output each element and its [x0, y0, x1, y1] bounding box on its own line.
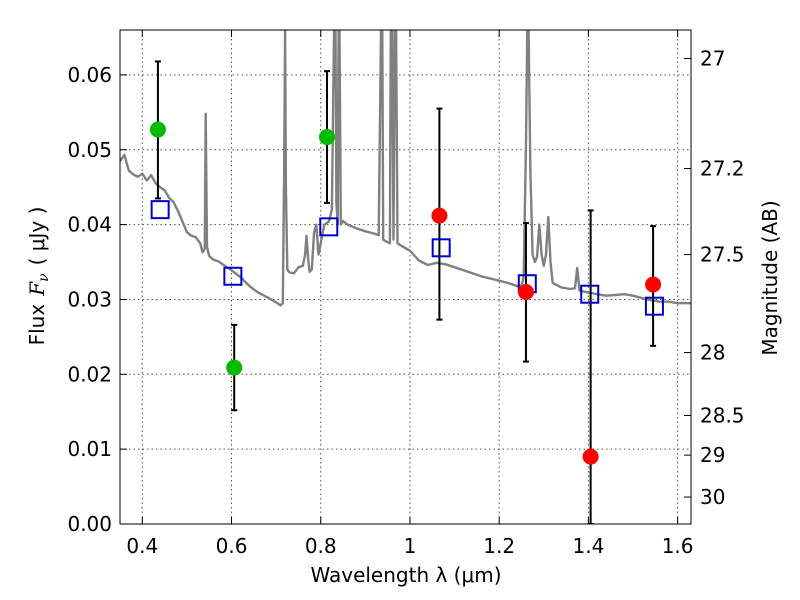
- observed-flux-point: [582, 448, 599, 465]
- model-spectrum-layer: [120, 30, 691, 307]
- grid-lines: [120, 30, 691, 525]
- y-axis-label-prefix: Flux: [25, 304, 49, 346]
- y2-tick-label: 27.5: [700, 243, 745, 267]
- data-points-layer: [149, 60, 664, 524]
- y2-tick-label: 27: [700, 46, 725, 70]
- x-axis-label: Wavelength λ (μm): [310, 563, 501, 587]
- y2-axis-label: Magnitude (AB): [758, 200, 782, 355]
- y-tick-label: 0.01: [67, 437, 112, 461]
- model-photometry-square: [580, 284, 600, 304]
- y-axis-label-subscript: ν: [36, 273, 52, 282]
- y2-tick-label: 29: [700, 443, 725, 467]
- model-spectrum-line: [120, 30, 691, 307]
- y-tick-label: 0.00: [67, 512, 112, 536]
- y2-tick-label: 27.2: [700, 156, 745, 180]
- plot-frame: [119, 29, 692, 525]
- axis-ticks: 0.4 0.6 0.8 1 1.2 1.4 1.6 0.00 0.01 0.02 0.03 0.04 0…: [67, 30, 745, 558]
- y-tick-label: 0.05: [67, 138, 112, 162]
- y2-tick-label: 30: [700, 485, 725, 509]
- observed-flux-point: [149, 121, 166, 138]
- y-tick-label: 0.04: [67, 213, 112, 237]
- observed-flux-point: [318, 129, 335, 146]
- x-tick-label: 0.4: [126, 534, 158, 558]
- y-tick-label: 0.03: [67, 287, 112, 311]
- model-photometry-square: [644, 296, 664, 316]
- x-tick-label: 1.2: [483, 534, 515, 558]
- observed-flux-point: [645, 276, 662, 293]
- x-tick-label: 0.6: [216, 534, 248, 558]
- y-axis-label: Flux Fν ( μJy ): [25, 207, 52, 346]
- y2-tick-label: 28.5: [700, 403, 745, 427]
- observed-flux-point: [517, 283, 534, 300]
- y2-tick-label: 28: [700, 341, 725, 365]
- x-tick-label: 1.4: [572, 534, 604, 558]
- observed-flux-point: [431, 207, 448, 224]
- x-tick-label: 0.8: [305, 534, 337, 558]
- x-tick-label: 1.6: [662, 534, 694, 558]
- y-axis-label-unit: ( μJy ): [25, 207, 49, 266]
- model-photometry-square: [150, 200, 170, 220]
- model-photometry-square: [223, 266, 243, 286]
- y-axis-label-symbol: F: [25, 281, 49, 297]
- x-tick-label: 1: [404, 534, 417, 558]
- y-tick-label: 0.02: [67, 362, 112, 386]
- model-photometry-square: [319, 217, 339, 237]
- observed-flux-point: [226, 359, 243, 376]
- model-photometry-square: [431, 238, 451, 258]
- y-tick-label: 0.06: [67, 63, 112, 87]
